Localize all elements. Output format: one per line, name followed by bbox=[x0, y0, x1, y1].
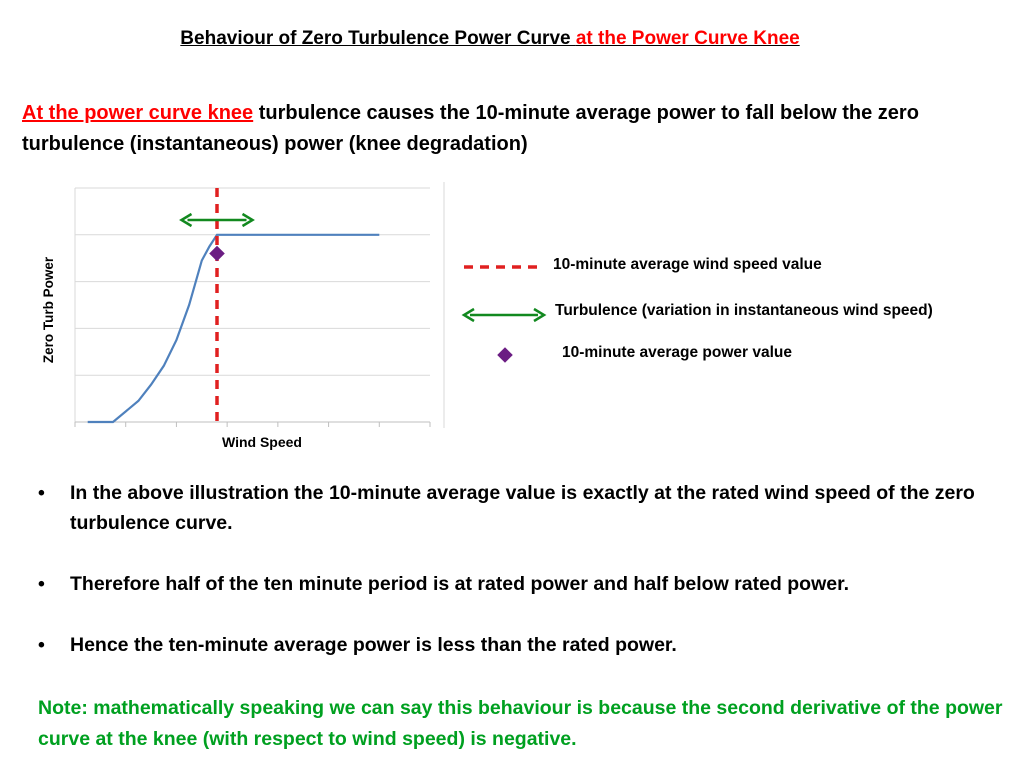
legend-turbulence-swatch bbox=[461, 307, 547, 323]
bullet-text: In the above illustration the 10-minute … bbox=[70, 482, 975, 534]
chart-gridlines bbox=[74, 187, 431, 427]
arrow-head-right bbox=[241, 212, 255, 228]
intro-highlight: At the power curve knee bbox=[22, 102, 254, 124]
turbulence-arrow bbox=[179, 212, 255, 228]
legend-label-avg-power: 10-minute average power value bbox=[562, 344, 793, 361]
page-title: Behaviour of Zero Turbulence Power Curve… bbox=[0, 28, 980, 50]
arrow-head-left bbox=[461, 307, 475, 323]
power-curve-line bbox=[87, 233, 380, 424]
arrow-head-left bbox=[179, 212, 193, 228]
power-curve-chart: Zero Turb Power Wind Speed bbox=[41, 182, 547, 450]
bullet-marker: • bbox=[38, 573, 45, 595]
title-main: Behaviour of Zero Turbulence Power Curve bbox=[180, 28, 576, 49]
intro-text: At the power curve knee turbulence cause… bbox=[22, 98, 1012, 160]
bullet-item: • In the above illustration the 10-minut… bbox=[38, 478, 1008, 538]
arrow-head-right bbox=[533, 307, 547, 323]
legend-label-avg-wind: 10-minute average wind speed value bbox=[553, 256, 822, 273]
bullet-text: Hence the ten-minute average power is le… bbox=[70, 634, 677, 656]
bullet-marker: • bbox=[38, 634, 45, 656]
bullet-item: • Therefore half of the ten minute perio… bbox=[38, 569, 1008, 599]
legend bbox=[461, 265, 547, 363]
bullet-list: • In the above illustration the 10-minut… bbox=[38, 478, 1008, 691]
x-axis-label: Wind Speed bbox=[222, 434, 302, 450]
bullet-marker: • bbox=[38, 482, 45, 504]
bullet-item: • Hence the ten-minute average power is … bbox=[38, 630, 1008, 660]
note-text: Note: mathematically speaking we can say… bbox=[38, 697, 1003, 750]
bullet-text: Therefore half of the ten minute period … bbox=[70, 573, 850, 595]
legend-label-turbulence: Turbulence (variation in instantaneous w… bbox=[555, 302, 933, 319]
legend-power-swatch bbox=[497, 347, 513, 363]
average-power-marker bbox=[209, 245, 225, 262]
intro-rest: turbulence causes the 10-minute average … bbox=[22, 102, 919, 155]
title-highlight: at the Power Curve Knee bbox=[575, 28, 800, 49]
y-axis-label: Zero Turb Power bbox=[41, 256, 56, 363]
